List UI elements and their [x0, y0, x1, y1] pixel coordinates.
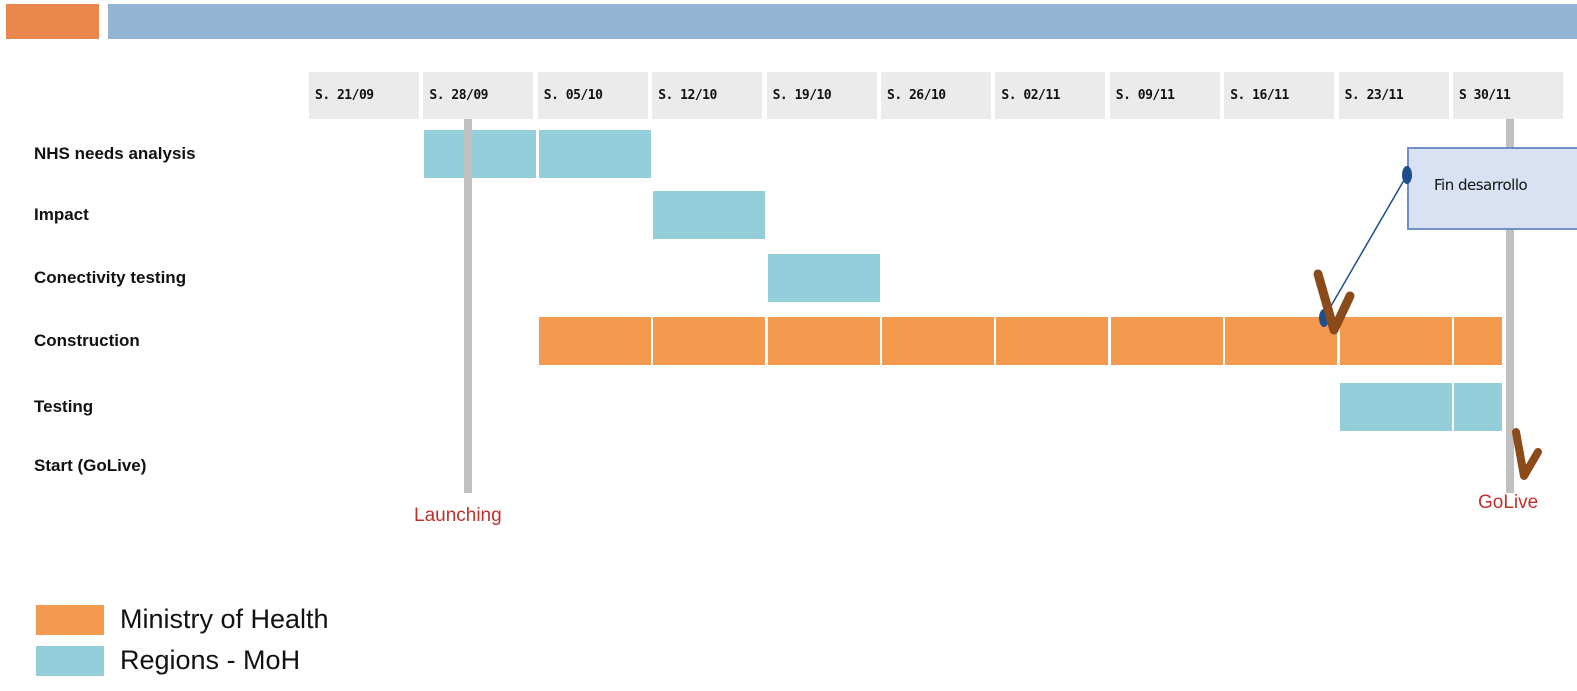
task-label: NHS needs analysis: [34, 144, 196, 163]
gantt-bar-cell: [1454, 317, 1502, 365]
week-header: S. 19/10: [766, 72, 877, 119]
gantt-bar-cell: [538, 130, 651, 178]
gantt-bar-cell: [1339, 383, 1452, 431]
milestone-line: [464, 119, 472, 493]
week-header: S. 28/09: [423, 72, 534, 119]
legend-label: Ministry of Health: [120, 604, 329, 634]
milestone-label: GoLive: [1478, 492, 1539, 513]
week-header: S. 26/10: [881, 72, 991, 119]
gantt-bar-cell: [1225, 317, 1338, 365]
week-header: S. 21/09: [309, 72, 419, 119]
legend-label: Regions - MoH: [120, 645, 301, 675]
legend-swatch: [36, 605, 104, 635]
callout-box: [1407, 147, 1577, 230]
task-label: Impact: [34, 205, 89, 224]
week-header: S. 05/10: [537, 72, 648, 119]
gantt-bar-cell: [996, 317, 1109, 365]
gantt-bar-cell: [767, 317, 880, 365]
gantt-bar-cell: [882, 317, 994, 365]
gantt-bar-cell: [653, 191, 766, 239]
task-label: Construction: [34, 331, 140, 350]
check-mark-icon: [1512, 428, 1542, 480]
gantt-bar-cell: [424, 130, 537, 178]
week-header: S. 23/11: [1338, 72, 1449, 119]
task-label: Testing: [34, 397, 94, 416]
callout-leader-line: [1323, 174, 1408, 319]
week-header: S. 09/11: [1109, 72, 1220, 119]
gantt-bar-cell: [1339, 317, 1452, 365]
header-accent-bar: [6, 4, 99, 39]
gantt-bar-cell: [1110, 317, 1223, 365]
callout-text: Fin desarrollo: [1434, 176, 1528, 194]
task-label: Conectivity testing: [34, 268, 187, 287]
gantt-bar-cell: [1454, 383, 1502, 431]
gantt-bar-cell: [653, 317, 766, 365]
week-header: S. 12/10: [652, 72, 763, 119]
legend-swatch: [36, 646, 104, 676]
gantt-bar-cell: [767, 254, 880, 302]
week-header: S. 02/11: [995, 72, 1106, 119]
task-label: Start (GoLive): [34, 456, 147, 475]
milestone-label: Launching: [414, 505, 502, 526]
gantt-bar-cell: [538, 317, 651, 365]
header-title-bar: [108, 4, 1577, 39]
milestone-line: [1506, 119, 1514, 493]
week-header: S. 16/11: [1224, 72, 1335, 119]
week-header: S 30/11: [1453, 72, 1563, 119]
